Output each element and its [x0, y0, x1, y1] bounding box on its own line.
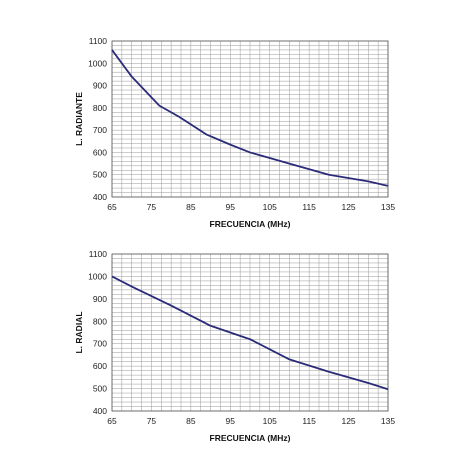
x-tick-label: 75 [147, 416, 157, 426]
x-tick-label: 115 [302, 202, 316, 212]
x-tick-label: 125 [341, 416, 355, 426]
x-tick-label: 135 [381, 202, 395, 212]
chart-1: 400 500 600 700 800 900 1000 1100 65 75 85 95 105 115… [74, 36, 395, 229]
y-tick-label: 900 [93, 294, 107, 304]
y-tick-label: 900 [93, 81, 107, 91]
y-axis-label: L. RADIANTE [74, 92, 84, 146]
grid [111, 40, 389, 198]
y-tick-label: 500 [93, 170, 107, 180]
y-tick-label: 1100 [89, 249, 108, 259]
x-tick-label: 135 [381, 416, 395, 426]
x-tick-label: 105 [263, 416, 277, 426]
y-tick-label: 400 [93, 192, 107, 202]
y-tick-label: 1000 [88, 58, 107, 68]
y-tick-label: 500 [93, 384, 107, 394]
x-axis-label: FRECUENCIA (MHz) [210, 433, 291, 443]
series-line [111, 49, 389, 187]
x-tick-label: 125 [341, 202, 355, 212]
plot-frame [111, 40, 389, 198]
y-tick-label: 1100 [89, 36, 108, 46]
x-tick-label: 95 [226, 416, 236, 426]
y-tick-label: 700 [93, 339, 107, 349]
y-tick-label: 600 [93, 361, 107, 371]
x-tick-label: 95 [226, 202, 236, 212]
y-tick-label: 800 [93, 316, 107, 326]
x-tick-label: 75 [147, 202, 157, 212]
y-tick-label: 800 [93, 103, 107, 113]
chart-2: 400 500 600 700 800 900 1000 1100 65 75 85 95 105 115… [74, 249, 395, 443]
x-tick-label: 65 [107, 416, 117, 426]
plot-frame [111, 253, 389, 412]
y-axis-label: L. RADIAL [74, 311, 84, 353]
x-axis-label: FRECUENCIA (MHz) [210, 219, 291, 229]
x-tick-label: 85 [186, 202, 196, 212]
y-tick-label: 700 [93, 125, 107, 135]
x-tick-label: 65 [107, 202, 117, 212]
y-tick-label: 400 [93, 406, 107, 416]
y-tick-label: 600 [93, 147, 107, 157]
x-tick-label: 85 [186, 416, 196, 426]
grid [111, 253, 389, 412]
series-line [111, 275, 389, 391]
y-tick-label: 1000 [88, 271, 107, 281]
x-tick-label: 115 [302, 416, 316, 426]
x-tick-label: 105 [263, 202, 277, 212]
